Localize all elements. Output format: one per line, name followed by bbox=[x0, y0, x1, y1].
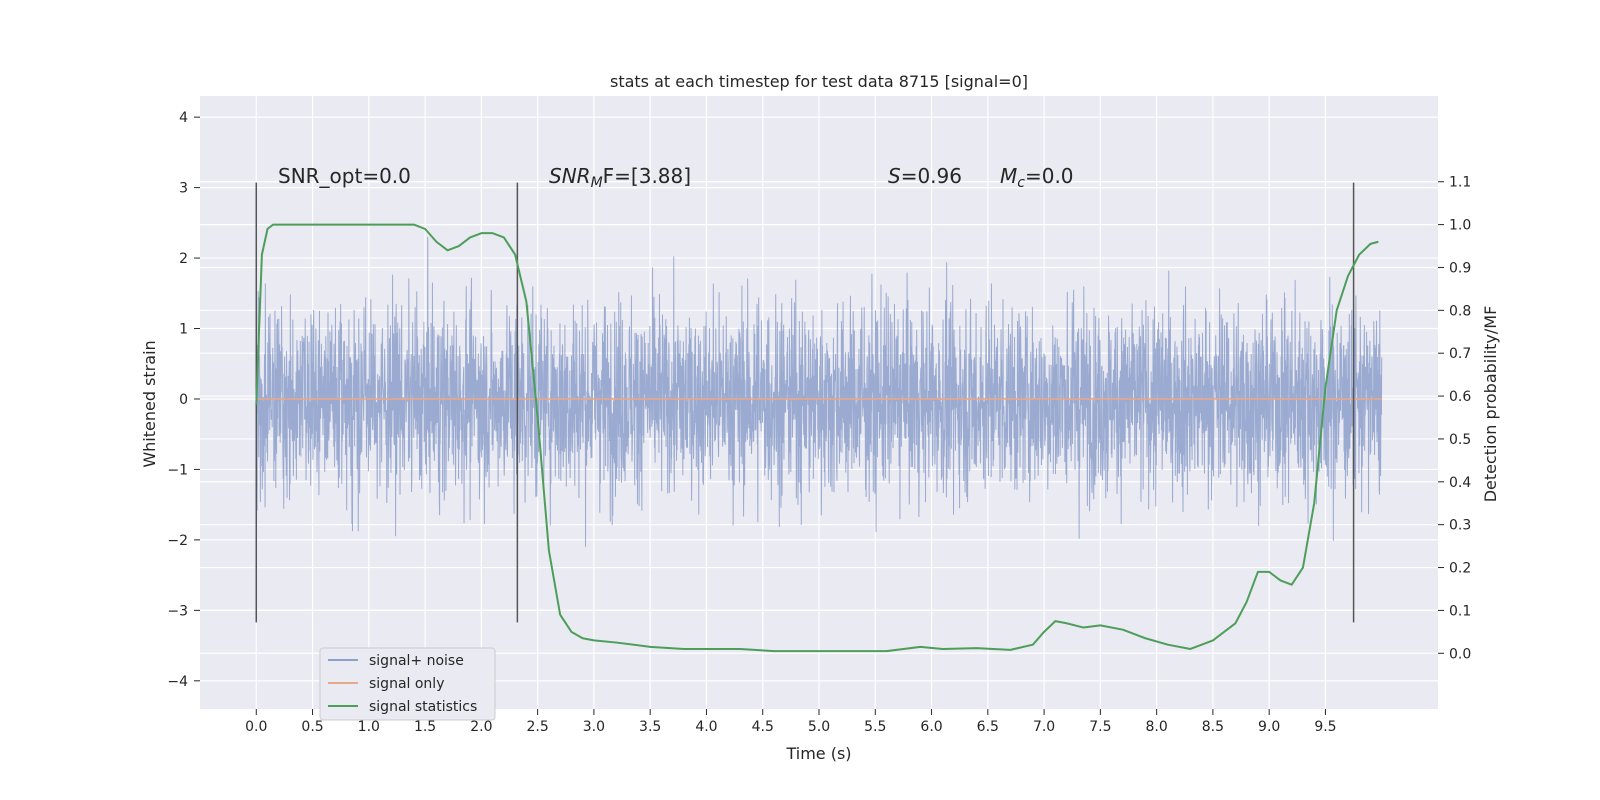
y-tick-label: 4 bbox=[179, 110, 188, 126]
y-tick-label: 1 bbox=[179, 322, 188, 338]
y-axis-ticks: 4 3 2 1 0 −1 −2 −3 −4 bbox=[167, 110, 200, 690]
chart-title: stats at each timestep for test data 871… bbox=[610, 72, 1028, 91]
x-tick-label: 8.0 bbox=[1146, 719, 1168, 735]
x-tick-label: 2.0 bbox=[470, 719, 492, 735]
annotation-mc-subscript: c bbox=[1017, 175, 1025, 191]
annotation-mc-symbol: M bbox=[1000, 164, 1017, 188]
x-tick-label: 4.5 bbox=[752, 719, 774, 735]
signal-statistics-series bbox=[255, 223, 1379, 653]
x-tick-label: 6.5 bbox=[977, 719, 999, 735]
y-axis-label: Whitened strain bbox=[140, 340, 159, 467]
annotation-snr-mf-value: F=[3.88] bbox=[603, 164, 691, 188]
signal-noise-series bbox=[255, 237, 1383, 547]
annotation-snr-opt: SNR_opt=0.0 bbox=[278, 164, 411, 188]
y2-tick-label: 0.0 bbox=[1449, 646, 1471, 662]
y2-tick-label: 1.0 bbox=[1449, 218, 1471, 234]
y-tick-label: −2 bbox=[167, 533, 188, 549]
signal-noise-line bbox=[255, 237, 1383, 547]
x-tick-label: 9.5 bbox=[1314, 719, 1336, 735]
legend-label-signal-only: signal only bbox=[369, 676, 444, 692]
annotation-s-value: =0.96 bbox=[901, 164, 962, 188]
y2-tick-label: 0.7 bbox=[1449, 346, 1471, 362]
x-tick-label: 7.0 bbox=[1033, 719, 1055, 735]
legend: signal+ noise signal only signal statist… bbox=[319, 647, 496, 721]
annotation-mc: Mc=0.0 bbox=[1000, 164, 1074, 191]
x-tick-label: 1.5 bbox=[414, 719, 436, 735]
x-tick-label: 3.5 bbox=[639, 719, 661, 735]
y-tick-label: −4 bbox=[167, 674, 188, 690]
y-tick-label: 0 bbox=[179, 392, 188, 408]
y2-tick-label: 0.4 bbox=[1449, 475, 1471, 491]
y2-tick-label: 0.9 bbox=[1449, 260, 1471, 276]
annotation-mc-value: =0.0 bbox=[1025, 164, 1074, 188]
annotation-snr-mf-subscript: M bbox=[591, 175, 603, 191]
y-tick-label: 2 bbox=[179, 251, 188, 267]
x-tick-label: 5.5 bbox=[864, 719, 886, 735]
x-tick-label: 7.5 bbox=[1089, 719, 1111, 735]
y2-tick-label: 0.8 bbox=[1449, 303, 1471, 319]
x-tick-label: 0.0 bbox=[245, 719, 267, 735]
y2-tick-label: 0.3 bbox=[1449, 518, 1471, 534]
annotation-s: S=0.96 bbox=[888, 164, 962, 188]
y-tick-label: −1 bbox=[167, 462, 188, 478]
y2-tick-label: 1.1 bbox=[1449, 175, 1471, 191]
signal-statistics-line bbox=[255, 223, 1379, 653]
y2-axis-label: Detection probability/MF bbox=[1481, 306, 1500, 503]
x-tick-label: 5.0 bbox=[808, 719, 830, 735]
x-axis-ticks: 0.0 0.5 1.0 1.5 2.0 2.5 3.0 3.5 4.0 4.5 5.0 5.5 6.0 6… bbox=[245, 709, 1337, 735]
x-tick-label: 4.0 bbox=[695, 719, 717, 735]
y2-tick-label: 0.2 bbox=[1449, 561, 1471, 577]
legend-label-signal-statistics: signal statistics bbox=[369, 699, 477, 715]
annotation-s-symbol: S bbox=[888, 164, 901, 188]
annotation-snr-mf-symbol: SNR bbox=[549, 164, 591, 188]
x-tick-label: 2.5 bbox=[527, 719, 549, 735]
y2-tick-label: 0.6 bbox=[1449, 389, 1471, 405]
annotation-snr-mf: SNRMF=[3.88] bbox=[549, 164, 691, 191]
x-tick-label: 8.5 bbox=[1202, 719, 1224, 735]
y2-tick-label: 0.1 bbox=[1449, 603, 1471, 619]
y2-tick-label: 0.5 bbox=[1449, 432, 1471, 448]
y2-axis-ticks: 1.1 1.0 0.9 0.8 0.7 0.6 0.5 0.4 0.3 0.2 0.1 0.0 bbox=[1438, 175, 1471, 662]
y-tick-label: 3 bbox=[179, 181, 188, 197]
x-tick-label: 0.5 bbox=[301, 719, 323, 735]
y-tick-label: −3 bbox=[167, 603, 188, 619]
legend-box bbox=[319, 647, 496, 721]
x-tick-label: 9.0 bbox=[1258, 719, 1280, 735]
x-tick-label: 1.0 bbox=[358, 719, 380, 735]
x-axis-label: Time (s) bbox=[785, 744, 851, 763]
legend-label-signal-noise: signal+ noise bbox=[369, 653, 464, 669]
x-tick-label: 3.0 bbox=[583, 719, 605, 735]
x-tick-label: 6.0 bbox=[920, 719, 942, 735]
